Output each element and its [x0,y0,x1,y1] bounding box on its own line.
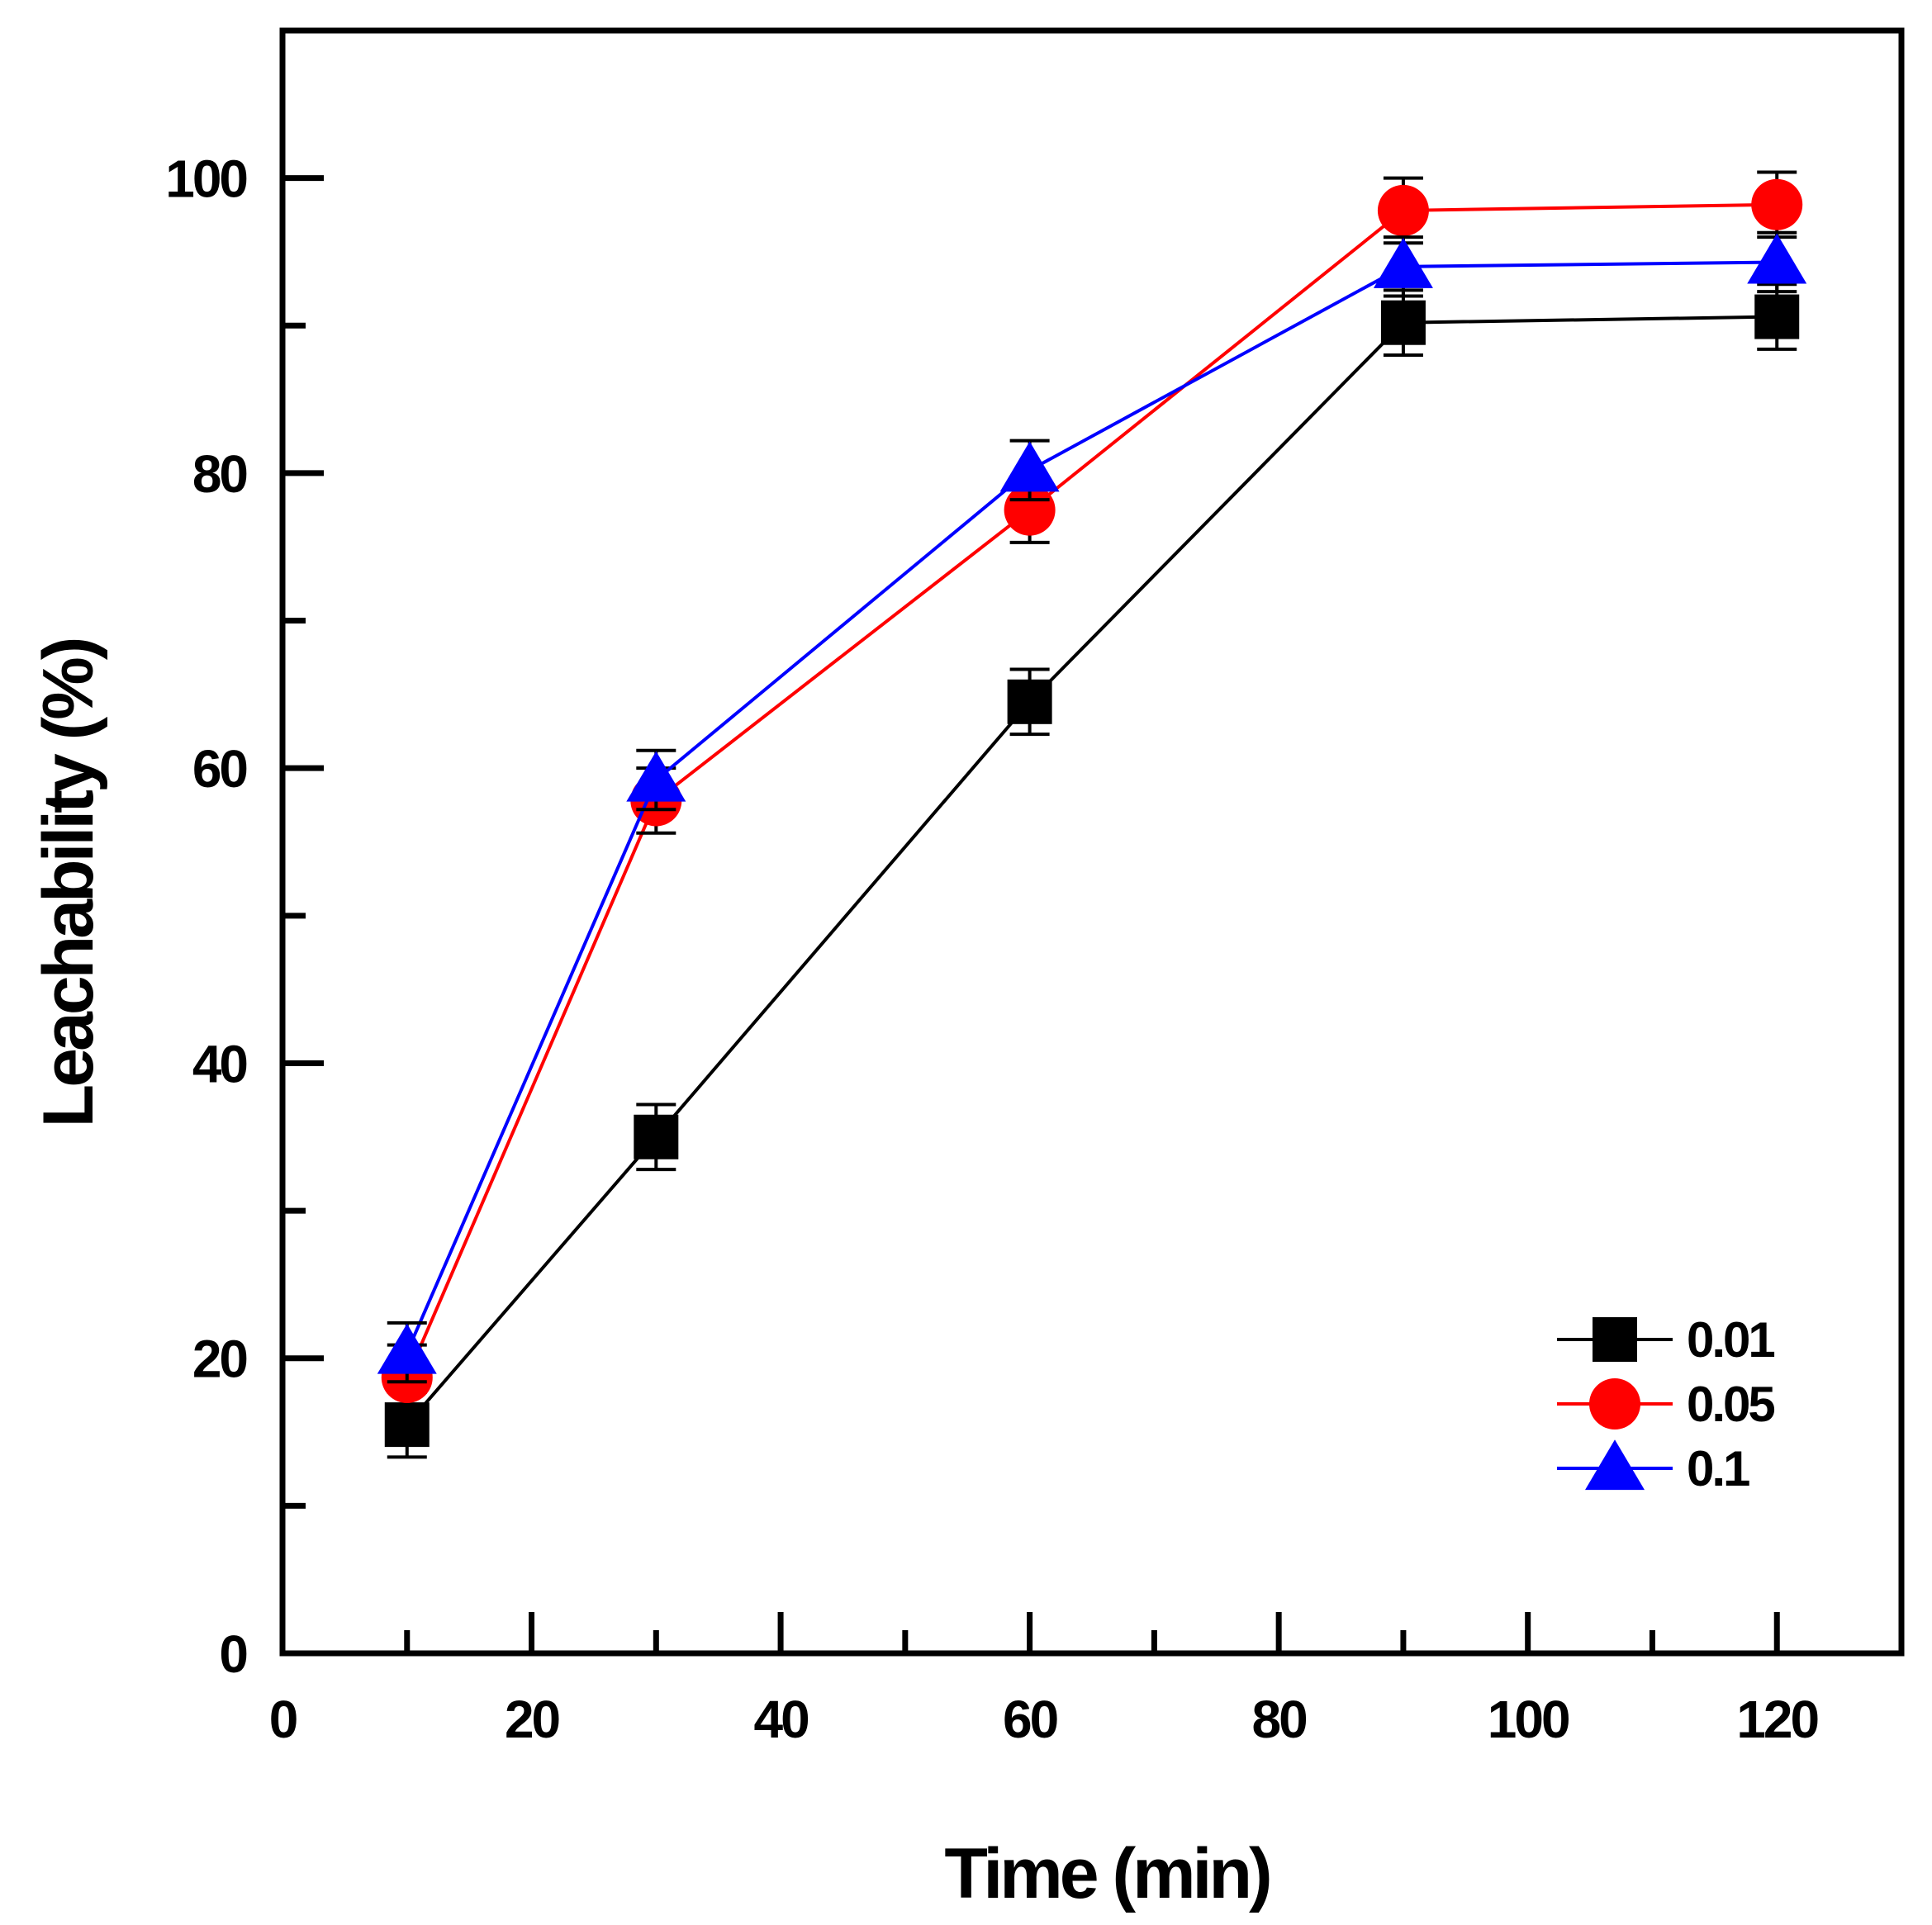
x-tick-label: 0 [269,1690,297,1749]
legend-item-0.01: 0.01 [1557,1312,1777,1368]
x-tick-label: 20 [505,1690,559,1749]
legend: 0.01 0.05 0.1 [1557,1312,1777,1496]
y-tick-label: 0 [219,1624,246,1684]
y-tick-label: 40 [192,1034,247,1093]
legend-label: 0.05 [1687,1377,1774,1432]
data-point [1004,484,1056,536]
x-tick-label: 40 [753,1690,808,1749]
legend-item-0.1: 0.1 [1557,1439,1752,1496]
x-axis-title: Time (min) [944,1834,1270,1913]
x-tick-label: 60 [1003,1690,1057,1749]
x-tick-label: 120 [1736,1690,1817,1749]
series-0.1 [377,230,1807,1384]
data-point [626,751,686,802]
data-point [1751,178,1803,230]
y-tick-label: 80 [192,444,247,504]
data-point [1007,679,1052,724]
y-tick-label: 20 [192,1330,247,1389]
legend-marker [1585,1439,1645,1491]
data-point [1373,238,1433,288]
data-point [1377,184,1429,236]
legend-marker [1589,1378,1640,1430]
tick-label-layer: 0 20 40 60 80 100 120 0 20 40 60 80 100 [165,149,1820,1749]
axis-ticks-layer [282,27,1905,1653]
legend-marker [1593,1317,1637,1362]
y-tick-label: 100 [165,149,246,209]
series-0.05 [381,170,1803,1412]
y-tick-label: 60 [192,739,247,799]
x-tick-label: 80 [1252,1690,1307,1749]
legend-item-0.05: 0.05 [1557,1377,1777,1432]
data-point [377,1323,437,1374]
data-point [1747,233,1807,284]
plot-frame [279,27,1905,1657]
series-line [405,202,1778,1378]
data-point [634,1114,679,1159]
data-point [1754,294,1800,339]
legend-label: 0.1 [1687,1441,1749,1496]
legend-label: 0.01 [1687,1312,1774,1368]
data-point [999,441,1060,492]
data-point [1380,300,1426,345]
y-axis-title: Leachability (%) [29,639,108,1127]
series-line [406,315,1778,1426]
x-tick-label: 100 [1488,1690,1569,1749]
series-layer [377,170,1807,1459]
series-0.01 [384,282,1800,1459]
